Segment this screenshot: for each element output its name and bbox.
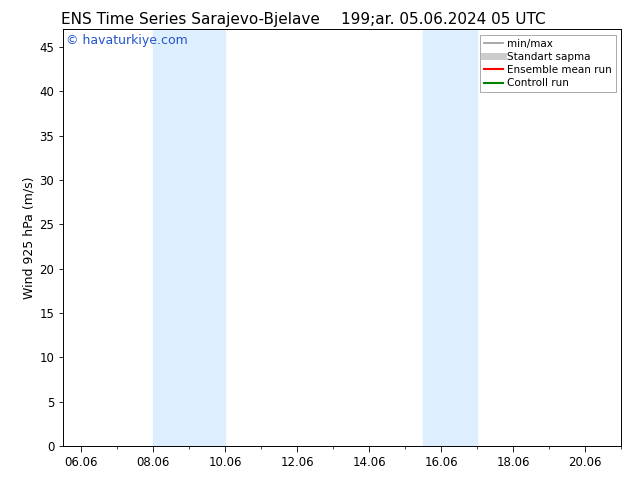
Y-axis label: Wind 925 hPa (m/s): Wind 925 hPa (m/s) (22, 176, 36, 299)
Text: © havaturkiye.com: © havaturkiye.com (66, 34, 188, 47)
Text: ENS Time Series Sarajevo-Bjelave: ENS Time Series Sarajevo-Bjelave (61, 12, 320, 27)
Text: 199;ar. 05.06.2024 05 UTC: 199;ar. 05.06.2024 05 UTC (342, 12, 546, 27)
Bar (153, 29, 225, 446)
Legend: min/max, Standart sapma, Ensemble mean run, Controll run: min/max, Standart sapma, Ensemble mean r… (480, 35, 616, 92)
Bar (424, 29, 477, 446)
